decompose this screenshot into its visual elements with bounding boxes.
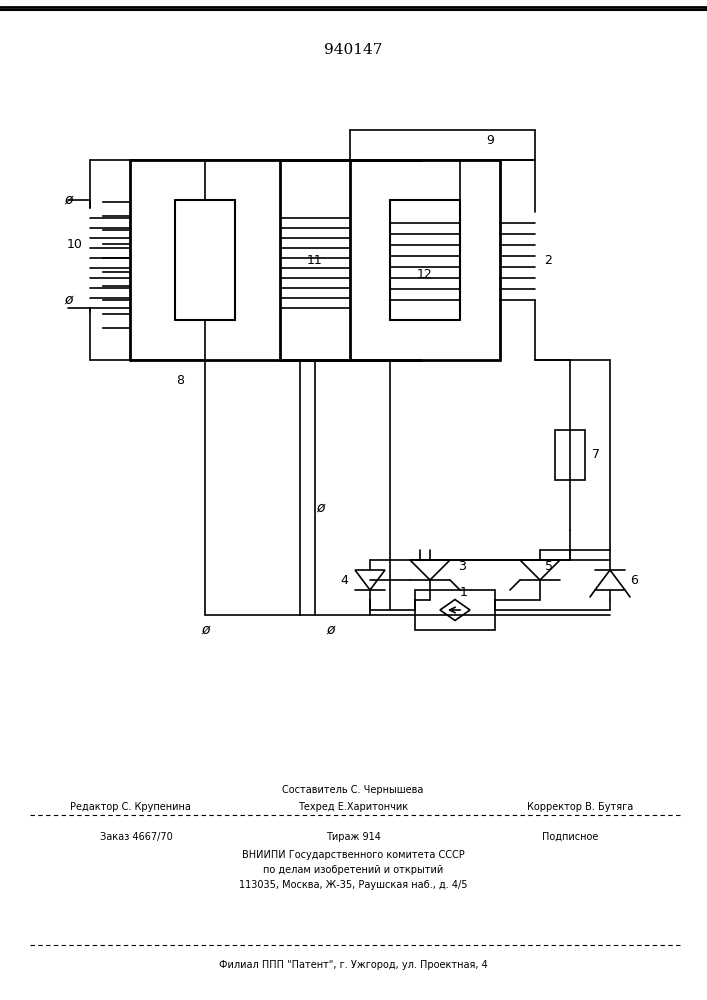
Text: 11: 11 bbox=[307, 253, 323, 266]
Text: ø: ø bbox=[64, 293, 72, 307]
Text: 7: 7 bbox=[592, 448, 600, 462]
Text: 4: 4 bbox=[340, 574, 348, 586]
Text: Филиал ППП "Патент", г. Ужгород, ул. Проектная, 4: Филиал ППП "Патент", г. Ужгород, ул. Про… bbox=[218, 960, 487, 970]
Text: 12: 12 bbox=[417, 268, 433, 282]
Text: по делам изобретений и открытий: по делам изобретений и открытий bbox=[263, 865, 443, 875]
Text: ø: ø bbox=[64, 193, 72, 207]
Text: 10: 10 bbox=[67, 238, 83, 251]
Text: 8: 8 bbox=[176, 373, 184, 386]
Text: 1: 1 bbox=[460, 585, 468, 598]
Text: Корректор В. Бутяга: Корректор В. Бутяга bbox=[527, 802, 633, 812]
Text: 113035, Москва, Ж-35, Раушская наб., д. 4/5: 113035, Москва, Ж-35, Раушская наб., д. … bbox=[239, 880, 467, 890]
Text: Редактор С. Крупенина: Редактор С. Крупенина bbox=[69, 802, 190, 812]
Text: ø: ø bbox=[316, 501, 325, 515]
Text: 940147: 940147 bbox=[324, 43, 382, 57]
Text: 6: 6 bbox=[630, 574, 638, 586]
Text: Тираж 914: Тираж 914 bbox=[325, 832, 380, 842]
Text: 2: 2 bbox=[544, 253, 552, 266]
Text: Составитель С. Чернышева: Составитель С. Чернышева bbox=[282, 785, 423, 795]
Text: 3: 3 bbox=[458, 560, 466, 574]
Text: Заказ 4667/70: Заказ 4667/70 bbox=[100, 832, 173, 842]
Text: Техред Е.Харитончик: Техред Е.Харитончик bbox=[298, 802, 408, 812]
Text: 9: 9 bbox=[486, 133, 494, 146]
Text: Подписное: Подписное bbox=[542, 832, 598, 842]
Bar bbox=[555, 430, 585, 480]
Text: ВНИИПИ Государственного комитета СССР: ВНИИПИ Государственного комитета СССР bbox=[242, 850, 464, 860]
Bar bbox=[415, 590, 495, 630]
Text: ø: ø bbox=[326, 623, 334, 637]
Text: 5: 5 bbox=[545, 560, 553, 574]
Text: ø: ø bbox=[201, 623, 209, 637]
